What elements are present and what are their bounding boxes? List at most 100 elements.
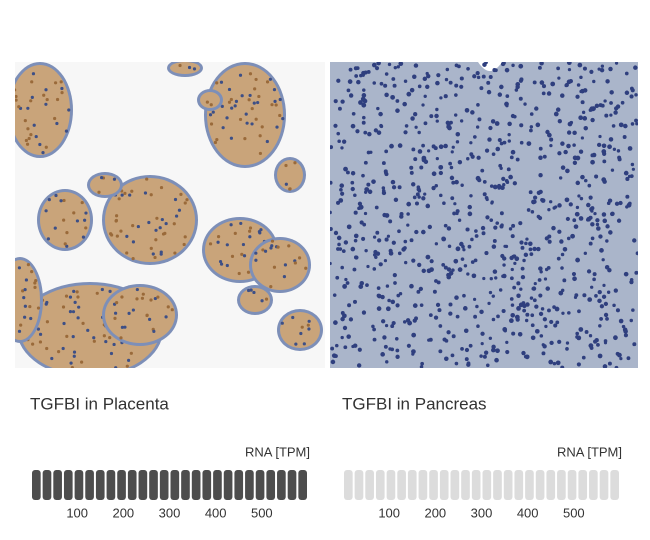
nucleus [466,66,470,71]
nucleus [575,205,580,210]
nucleus [565,216,570,222]
tissue-blob [252,240,308,290]
nucleus [518,63,524,69]
nucleus [268,77,272,81]
nucleus [550,81,556,87]
nucleus [594,103,600,109]
nucleus [72,354,76,358]
nucleus [209,122,214,126]
nucleus [528,241,533,246]
rna-segment [245,470,254,500]
nucleus [590,117,595,123]
nucleus [534,304,539,309]
nucleus [119,336,123,340]
nucleus [71,310,76,314]
nucleus [366,150,371,155]
nucleus [238,117,243,122]
nucleus [70,365,74,368]
nucleus [54,193,58,198]
nucleus [407,320,413,326]
nucleus [574,211,580,217]
rna-segment [298,470,307,500]
nucleus [429,267,434,272]
nucleus [601,212,607,217]
rna-segment [471,470,481,500]
nucleus [354,74,359,78]
nucleus [533,281,537,286]
nucleus [391,321,396,326]
rna-segment [439,470,449,500]
nucleus [445,120,450,125]
nucleus [65,244,69,248]
nucleus [81,321,85,325]
nucleus [540,198,544,202]
nucleus [30,95,34,99]
nucleus [530,210,535,214]
nucleus [507,121,512,127]
nucleus [163,231,167,235]
nucleus [500,223,504,227]
nucleus [229,97,233,102]
nucleus [530,313,535,318]
nucleus [567,121,573,127]
nucleus [257,229,262,234]
nucleus [532,246,537,252]
nucleus [53,116,57,121]
nucleus [404,124,409,128]
nucleus [227,100,232,104]
nucleus [449,165,454,170]
nucleus [560,93,565,98]
nucleus [391,77,396,81]
nucleus [573,295,578,300]
nucleus [280,321,284,325]
nucleus [589,69,594,74]
nucleus [472,135,477,139]
nucleus [575,94,580,99]
nucleus [608,230,613,235]
nucleus [502,140,507,145]
nucleus [580,174,585,180]
nucleus [499,166,503,170]
tissue-blob [277,160,303,190]
nucleus [486,89,492,95]
nucleus [494,276,498,280]
nucleus [342,313,347,319]
tissue-blob [90,175,120,195]
nucleus [372,235,377,239]
nucleus [460,346,464,351]
nucleus [383,83,388,88]
nucleus [549,319,554,325]
nucleus [340,335,344,340]
nucleus [466,272,470,276]
nucleus [599,317,603,321]
nucleus [562,247,568,252]
nucleus [482,276,486,281]
nucleus [524,241,528,246]
nucleus [596,142,602,148]
nucleus [343,166,348,172]
rna-segment [32,470,41,500]
nucleus [25,142,30,146]
nucleus [248,93,252,98]
nucleus [363,130,368,135]
nucleus [594,294,598,298]
nucleus [28,304,32,309]
rna-segment [181,470,190,500]
nucleus [385,306,391,312]
nucleus [158,226,162,230]
nucleus [576,362,581,367]
rna-segment [429,470,438,500]
nucleus [115,301,119,305]
nucleus [392,273,397,278]
nucleus [141,292,145,296]
nucleus [288,187,292,191]
nucleus [127,311,131,315]
nucleus [29,316,33,321]
nucleus [459,84,464,89]
rna-segment [525,470,534,500]
nucleus [275,125,279,129]
nucleus [276,245,280,249]
nucleus [599,248,604,253]
nucleus [417,84,422,89]
